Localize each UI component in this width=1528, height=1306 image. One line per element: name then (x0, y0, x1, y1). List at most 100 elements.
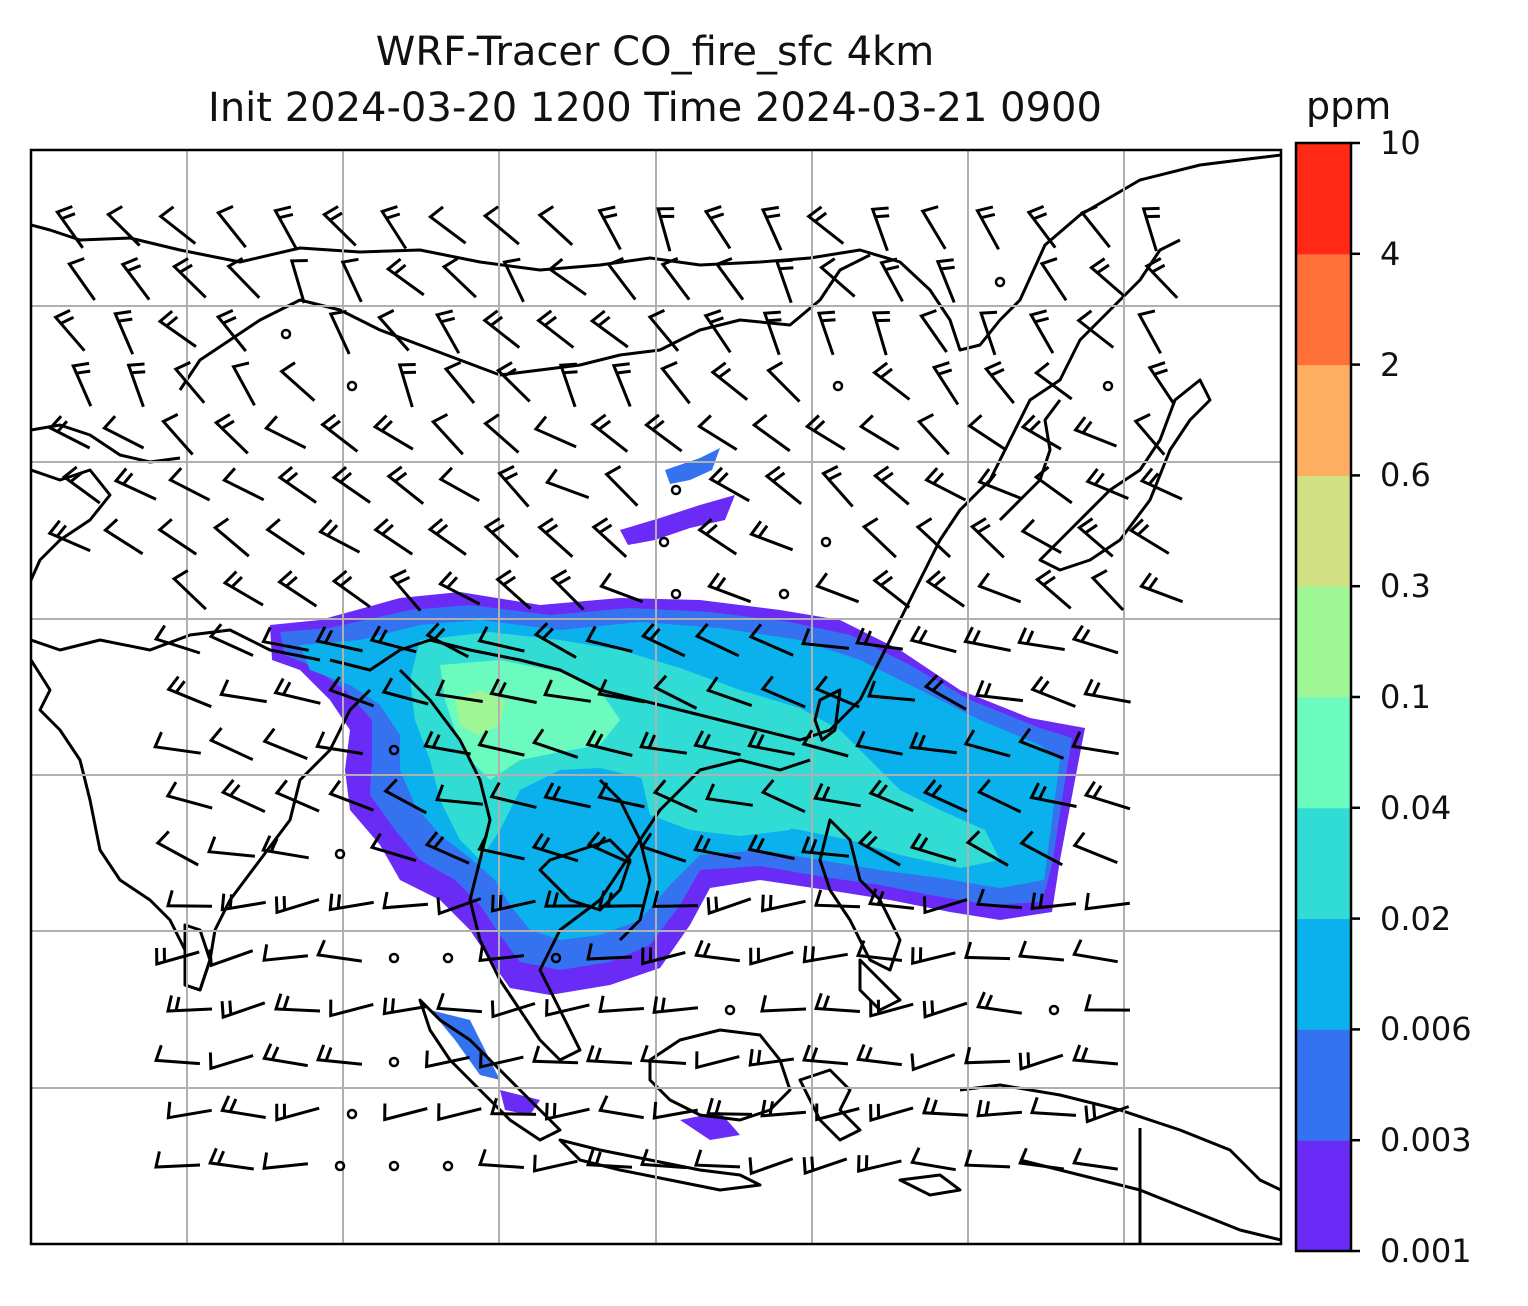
wind-barb (208, 727, 254, 762)
wind-barb (1137, 309, 1162, 355)
wind-barb (213, 413, 249, 455)
wind-barb (262, 1152, 309, 1170)
wind-barb (215, 205, 247, 249)
wind-barb (813, 782, 861, 808)
wind-barb (909, 731, 957, 755)
wind-barb (641, 947, 686, 966)
wind-barb (748, 1048, 795, 1067)
wind-barb (383, 1103, 428, 1122)
calm-wind-marker (388, 1160, 400, 1172)
wind-barb (435, 679, 483, 703)
wind-barb (328, 676, 375, 708)
coast-korea (998, 399, 1062, 522)
colorbar-band-0 (1296, 1140, 1351, 1252)
wind-barb (533, 622, 577, 659)
coast-philippines (818, 818, 902, 972)
wind-barb (531, 832, 579, 863)
wind-barb (585, 625, 633, 653)
coast-new-guinea (959, 1083, 1281, 1192)
wind-barb (430, 413, 464, 456)
wind-barb (800, 836, 850, 858)
colorbar-unit: ppm (1306, 84, 1392, 128)
wind-barb (340, 257, 363, 303)
wind-barb (969, 517, 1005, 559)
wind-barb (478, 944, 525, 963)
wind-barb (1020, 518, 1062, 555)
wind-barb (273, 677, 321, 705)
wind-barb (762, 310, 782, 356)
calm-wind-marker (280, 328, 292, 340)
wind-barb (1029, 1096, 1077, 1117)
wind-barb (653, 674, 698, 710)
wind-barb (437, 571, 481, 606)
calm-wind-marker (388, 744, 400, 756)
wind-barb (585, 1149, 633, 1169)
colorbar-band-6 (1296, 475, 1351, 587)
gridlines (31, 150, 1281, 1244)
wind-barb (273, 993, 321, 1013)
wind-barb (543, 782, 591, 809)
plume-patch-indochina (430, 1010, 500, 1080)
wind-barb (543, 679, 592, 703)
wind-barb (921, 1097, 969, 1117)
wind-barb (1144, 257, 1179, 299)
wind-barb (599, 572, 644, 604)
wind-barb (802, 945, 848, 964)
wind-barb (585, 1045, 633, 1065)
wind-barb (207, 836, 256, 858)
wind-barb (372, 414, 414, 451)
wind-barb (697, 518, 738, 556)
wind-barb (1141, 206, 1160, 252)
colorbar-tick-label: 2 (1380, 345, 1401, 384)
wind-barb (861, 517, 897, 559)
wind-barb (316, 939, 363, 963)
wind-barb (872, 569, 911, 609)
colorbar-band-9 (1296, 143, 1351, 255)
wind-barb (436, 897, 482, 916)
wind-barb (166, 890, 213, 908)
wind-barb (660, 257, 691, 301)
wind-barb (1085, 467, 1129, 500)
wind-barb (220, 1095, 266, 1119)
wind-barb (705, 676, 753, 708)
colorbar-tick-label: 4 (1380, 234, 1401, 273)
wind-barb (277, 465, 317, 504)
wind-barb (963, 729, 1011, 758)
calm-wind-marker (658, 536, 670, 548)
wind-barb (279, 361, 316, 402)
wind-barb (437, 1103, 482, 1122)
wind-barb (47, 415, 91, 450)
wind-barb (760, 675, 806, 709)
wind-barb (606, 257, 637, 301)
wind-barb (436, 992, 483, 1014)
wind-barb (855, 730, 903, 756)
wind-barb (495, 569, 532, 610)
wind-barb (425, 622, 470, 659)
wind-barb (61, 465, 101, 505)
wind-barb (261, 835, 309, 860)
wind-barb (1018, 727, 1065, 760)
co-fire-plume (270, 448, 1085, 1140)
wind-barbs (47, 205, 1184, 1176)
wind-barb (1147, 361, 1176, 406)
colorbar-tick-label: 0.003 (1380, 1121, 1472, 1160)
wind-barb (813, 889, 861, 909)
wind-barb (544, 468, 590, 500)
wind-barb (376, 309, 410, 352)
wind-barb (806, 205, 845, 245)
calm-wind-marker (550, 952, 562, 964)
wind-barb (315, 626, 363, 653)
wind-barb (320, 413, 359, 453)
wind-barb (660, 361, 691, 405)
colorbar-tick-label: 0.6 (1380, 456, 1431, 495)
calm-wind-marker (670, 484, 682, 496)
wind-barb (872, 361, 911, 401)
wind-barb (656, 207, 675, 252)
colorbar (1294, 141, 1360, 1253)
wind-barb (1019, 830, 1064, 867)
wind-barb (1088, 257, 1126, 298)
wind-barb (1072, 1147, 1119, 1171)
wind-barb (490, 894, 536, 913)
wind-barb (748, 1157, 794, 1176)
wind-barb (477, 834, 525, 861)
